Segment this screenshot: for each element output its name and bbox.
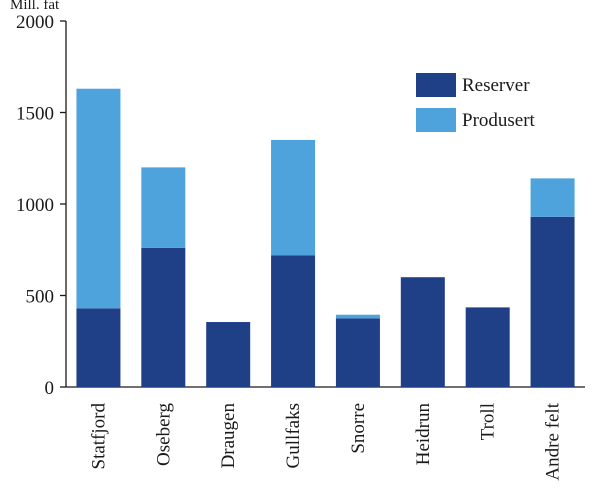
x-category-label: Troll [478,403,499,440]
x-category-label: Statfjord [88,403,109,470]
bar-reserver-1 [141,247,186,387]
x-category-label: Snorre [348,403,369,454]
x-category-label: Heidrun [413,403,434,466]
bar-reserver-4 [335,318,380,387]
bar-reserver-0 [76,308,121,387]
x-category-label: Andre felt [543,402,564,480]
bar-reserver-6 [465,307,510,387]
y-tick-label: 0 [45,378,55,399]
legend-swatch-reserver [416,73,456,97]
bar-produsert-3 [271,139,316,256]
y-tick-label: 2000 [16,12,54,33]
x-category-label: Draugen [218,403,239,469]
legend-label-produsert: Produsert [462,110,536,131]
category-labels: Statfjord Oseberg Draugen Gullfaks Snorre Hei… [88,402,563,480]
bar-produsert-7 [530,178,575,217]
axes: 0 500 1000 1500 2000 [16,12,585,399]
bar-reserver-7 [530,216,575,387]
y-tick-label: 500 [26,287,55,308]
y-unit-label: Mill. fat [10,0,60,13]
bar-reserver-2 [206,322,251,387]
bar-produsert-0 [76,88,121,309]
legend-label-reserver: Reserver [462,75,530,96]
bar-produsert-4 [335,314,380,319]
bar-produsert-1 [141,167,186,248]
x-category-label: Oseberg [153,403,174,466]
legend: Reserver Produsert [416,73,536,132]
y-tick-label: 1000 [16,195,54,216]
y-tick-label: 1500 [16,104,54,125]
bars [76,88,575,387]
x-category-label: Gullfaks [283,403,304,468]
bar-reserver-3 [271,255,316,387]
bar-reserver-5 [400,277,445,387]
legend-swatch-produsert [416,108,456,132]
